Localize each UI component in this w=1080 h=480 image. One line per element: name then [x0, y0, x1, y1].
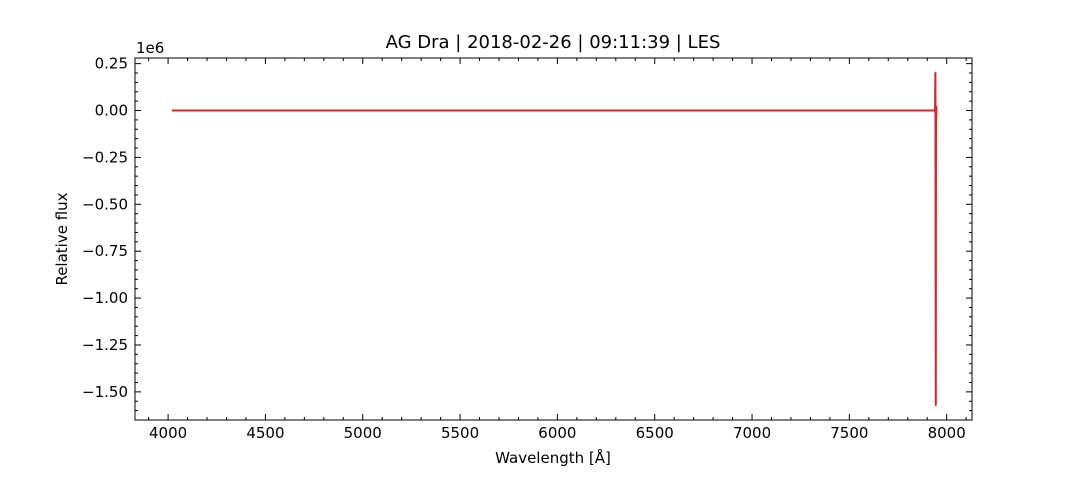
y-tick-label: 0.25 — [95, 55, 128, 73]
y-tick-label: −1.50 — [82, 383, 128, 401]
x-tick-label: 6500 — [636, 424, 674, 442]
chart-title: AG Dra | 2018-02-26 | 09:11:39 | LES — [386, 32, 721, 53]
y-axis-label: Relative flux — [53, 192, 71, 285]
y-tick-label: −1.00 — [82, 289, 128, 307]
x-tick-label: 6000 — [538, 424, 576, 442]
x-tick-label: 4500 — [246, 424, 284, 442]
series-line-0 — [171, 72, 938, 406]
x-tick-label: 8000 — [928, 424, 966, 442]
plot-area: 4000 4500 5000 5500 6000 6500 7000 7500 8000 0.25… — [82, 55, 972, 442]
x-tick-label: 5500 — [441, 424, 479, 442]
x-tick-label: 4000 — [149, 424, 187, 442]
y-tick-label: −0.50 — [82, 195, 128, 213]
x-tick-label: 5000 — [344, 424, 382, 442]
x-tick-label: 7500 — [830, 424, 868, 442]
x-axis-label: Wavelength [Å] — [495, 448, 611, 467]
y-tick-label: −0.75 — [82, 242, 128, 260]
y-offset-label: 1e6 — [136, 39, 164, 57]
y-tick-label: −1.25 — [82, 336, 128, 354]
y-tick-label: −0.25 — [82, 148, 128, 166]
axes-frame — [134, 57, 973, 421]
x-tick-label: 7000 — [733, 424, 771, 442]
y-tick-label: 0.00 — [95, 102, 128, 120]
